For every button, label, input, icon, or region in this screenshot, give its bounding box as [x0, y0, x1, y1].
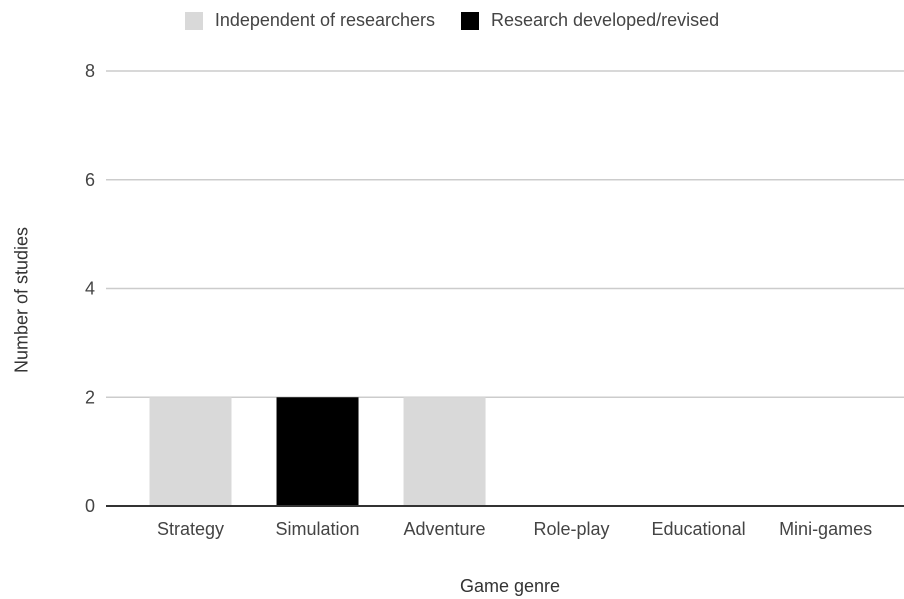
legend-item-research: Research developed/revised — [461, 10, 719, 31]
x-tick-label-simulation: Simulation — [275, 519, 359, 539]
x-tick-label-adventure: Adventure — [404, 519, 486, 539]
y-tick-label-8: 8 — [85, 61, 95, 81]
y-tick-label-4: 4 — [85, 279, 95, 299]
legend-label-research: Research developed/revised — [491, 10, 720, 30]
legend-label-independent: Independent of researchers — [214, 10, 435, 30]
bar-simulation-series-1 — [276, 397, 359, 506]
x-tick-label-strategy: Strategy — [157, 519, 224, 539]
x-tick-label-role-play: Role-play — [534, 519, 610, 539]
x-tick-label-educational: Educational — [652, 519, 746, 539]
bar-adventure-series-0 — [403, 397, 486, 506]
y-tick-label-0: 0 — [85, 496, 95, 516]
x-tick-label-mini-games: Mini-games — [779, 519, 872, 539]
y-tick-label-6: 6 — [85, 170, 95, 190]
y-axis-title: Number of studies — [11, 226, 32, 374]
legend-swatch-independent — [184, 11, 203, 30]
bar-strategy-series-0 — [149, 397, 232, 506]
legend: Independent of researchers Research deve… — [0, 10, 904, 31]
y-tick-label-2: 2 — [85, 387, 95, 407]
legend-item-independent: Independent of researchers — [184, 10, 435, 31]
legend-swatch-research — [461, 11, 479, 30]
x-axis-title: Game genre — [459, 576, 561, 596]
